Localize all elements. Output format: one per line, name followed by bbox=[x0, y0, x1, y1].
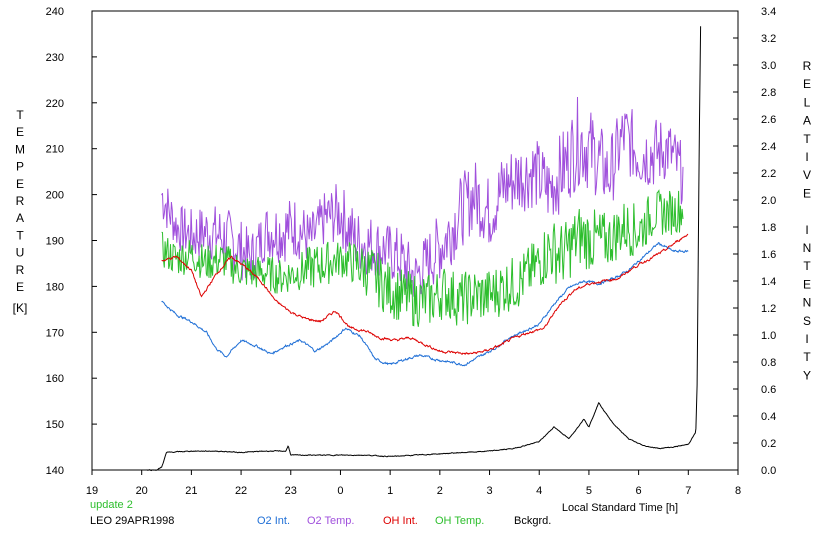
right-tick-label: 1.0 bbox=[761, 330, 776, 342]
right-axis-label-letter: N bbox=[803, 241, 812, 255]
update-label: update 2 bbox=[90, 499, 133, 511]
right-axis-label-letter: E bbox=[803, 186, 811, 200]
x-axis-label: Local Standard Time [h] bbox=[562, 502, 678, 514]
right-axis-label-letter: T bbox=[803, 350, 811, 364]
left-axis-label-letter: A bbox=[16, 211, 24, 225]
left-tick-label: 140 bbox=[46, 465, 64, 477]
series-background bbox=[146, 26, 702, 472]
right-axis-label-letter: I bbox=[805, 332, 808, 346]
right-tick-label: 2.0 bbox=[761, 195, 776, 207]
right-axis-label-letter: I bbox=[805, 223, 808, 237]
x-tick-label: 3 bbox=[486, 485, 492, 497]
left-axis-label-letter: R bbox=[16, 263, 25, 277]
x-tick-label: 1 bbox=[387, 485, 393, 497]
x-tick-label: 6 bbox=[636, 485, 642, 497]
right-axis-label-letter: T bbox=[803, 259, 811, 273]
right-axis-label-letter: N bbox=[803, 296, 812, 310]
right-tick-label: 1.4 bbox=[761, 276, 776, 288]
right-tick-label: 0.2 bbox=[761, 438, 776, 450]
left-axis-label-letter: U bbox=[16, 246, 25, 260]
right-tick-label: 2.4 bbox=[761, 141, 776, 153]
x-tick-label: 22 bbox=[235, 485, 247, 497]
right-tick-label: 1.6 bbox=[761, 249, 776, 261]
right-tick-label: 3.4 bbox=[761, 6, 776, 18]
x-tick-label: 8 bbox=[735, 485, 741, 497]
right-axis-label-letter: A bbox=[803, 114, 811, 128]
axis-layer: 1401501601701801902002102202302400.00.20… bbox=[13, 6, 812, 514]
left-axis-label-letter: T bbox=[16, 108, 24, 122]
series-oh-intensity bbox=[161, 233, 689, 356]
left-tick-label: 160 bbox=[46, 373, 64, 385]
left-tick-label: 180 bbox=[46, 281, 64, 293]
right-tick-label: 1.8 bbox=[761, 222, 776, 234]
x-tick-label: 20 bbox=[136, 485, 148, 497]
right-tick-label: 2.2 bbox=[761, 168, 776, 180]
left-tick-label: 210 bbox=[46, 144, 64, 156]
left-axis-label-letter: E bbox=[16, 177, 24, 191]
right-tick-label: 3.0 bbox=[761, 60, 776, 72]
left-tick-label: 150 bbox=[46, 419, 64, 431]
right-axis-label-letter: R bbox=[803, 59, 812, 73]
legend-item-o2-int: O2 Int. bbox=[257, 515, 291, 527]
series-o2-temperature bbox=[161, 96, 684, 297]
legend-item-o2-temp: O2 Temp. bbox=[307, 515, 355, 527]
right-axis-label-letter: Y bbox=[803, 368, 811, 382]
x-tick-label: 0 bbox=[337, 485, 343, 497]
legend-item-oh-temp: OH Temp. bbox=[435, 515, 485, 527]
right-axis-label-letter: T bbox=[803, 132, 811, 146]
right-axis-label-letter: L bbox=[804, 95, 811, 109]
right-axis-label-letter: V bbox=[803, 168, 811, 182]
x-tick-label: 23 bbox=[285, 485, 297, 497]
right-tick-label: 2.6 bbox=[761, 114, 776, 126]
left-tick-label: 170 bbox=[46, 327, 64, 339]
left-tick-label: 220 bbox=[46, 98, 64, 110]
series-o2-intensity bbox=[161, 241, 689, 367]
right-tick-label: 2.8 bbox=[761, 87, 776, 99]
right-axis-label-letter: I bbox=[805, 150, 808, 164]
legend-item-bckgrd: Bckgrd. bbox=[514, 515, 552, 527]
x-tick-label: 4 bbox=[536, 485, 542, 497]
station-date-label: LEO 29APR1998 bbox=[90, 515, 175, 527]
x-tick-label: 7 bbox=[685, 485, 691, 497]
right-axis-label-letter: S bbox=[803, 314, 811, 328]
x-tick-label: 19 bbox=[86, 485, 98, 497]
left-axis-label-letter: E bbox=[16, 280, 24, 294]
left-tick-label: 230 bbox=[46, 52, 64, 64]
right-tick-label: 0.4 bbox=[761, 411, 776, 423]
x-tick-label: 5 bbox=[586, 485, 592, 497]
left-axis-label-letter: R bbox=[16, 194, 25, 208]
left-tick-label: 200 bbox=[46, 190, 64, 202]
x-tick-label: 2 bbox=[437, 485, 443, 497]
right-tick-label: 0.8 bbox=[761, 357, 776, 369]
right-tick-label: 0.6 bbox=[761, 384, 776, 396]
left-axis-label-letter: E bbox=[16, 125, 24, 139]
right-axis-label-letter: E bbox=[803, 277, 811, 291]
left-axis-label-letter: T bbox=[16, 228, 24, 242]
right-tick-label: 0.0 bbox=[761, 465, 776, 477]
right-axis-label-letter: E bbox=[803, 77, 811, 91]
left-axis-label-letter: M bbox=[15, 142, 25, 156]
x-tick-label: 21 bbox=[185, 485, 197, 497]
left-tick-label: 190 bbox=[46, 236, 64, 248]
left-axis-label-letter: P bbox=[16, 160, 24, 174]
legend-item-oh-int: OH Int. bbox=[383, 515, 418, 527]
left-tick-label: 240 bbox=[46, 6, 64, 18]
right-tick-label: 1.2 bbox=[761, 303, 776, 315]
right-tick-label: 3.2 bbox=[761, 33, 776, 45]
series-layer bbox=[146, 26, 702, 472]
left-axis-unit: [K] bbox=[13, 301, 28, 315]
